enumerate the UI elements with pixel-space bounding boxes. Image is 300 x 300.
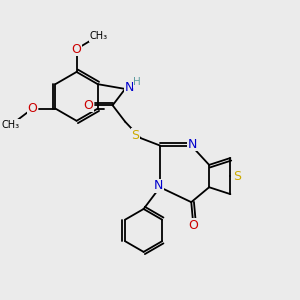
Text: O: O [72, 43, 82, 56]
Text: O: O [28, 102, 38, 115]
Text: S: S [233, 169, 241, 183]
Text: N: N [188, 137, 197, 151]
Text: S: S [131, 129, 139, 142]
Text: O: O [188, 219, 198, 232]
Text: N: N [154, 179, 163, 192]
Text: O: O [83, 99, 93, 112]
Text: CH₃: CH₃ [90, 31, 108, 41]
Text: N: N [124, 81, 134, 94]
Text: H: H [133, 77, 141, 87]
Text: CH₃: CH₃ [1, 120, 19, 130]
